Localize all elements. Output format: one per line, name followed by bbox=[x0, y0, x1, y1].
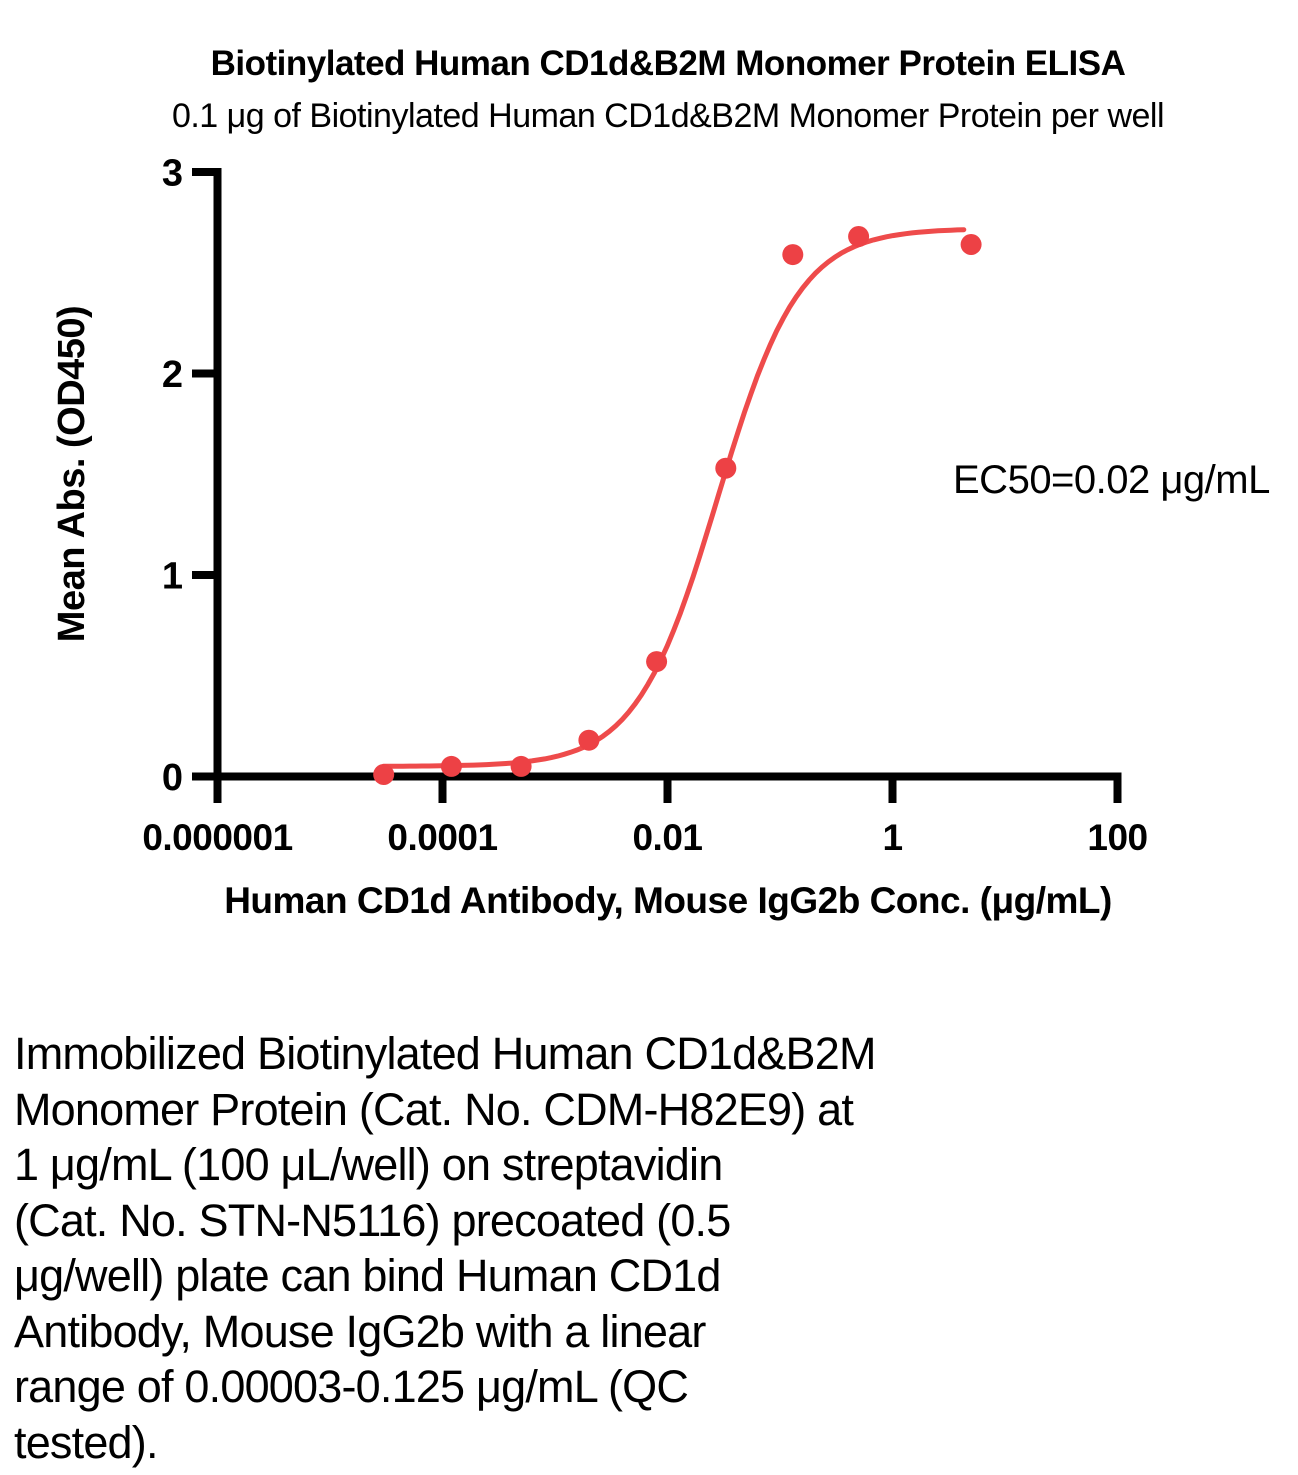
chart-subtitle: 0.1 μg of Biotinylated Human CD1d&B2M Mo… bbox=[171, 97, 1165, 135]
y-tick-label: 3 bbox=[162, 153, 183, 195]
data-point bbox=[782, 244, 804, 266]
data-point bbox=[960, 234, 982, 255]
data-point bbox=[848, 226, 870, 247]
data-point bbox=[646, 651, 668, 673]
x-tick-label: 0.000001 bbox=[142, 817, 292, 858]
y-tick-label: 0 bbox=[162, 757, 183, 799]
chart-title: Biotinylated Human CD1d&B2M Monomer Prot… bbox=[210, 44, 1126, 83]
x-tick-label: 0.0001 bbox=[387, 817, 497, 858]
x-tick-label: 0.01 bbox=[632, 817, 702, 858]
ec50-annotation: EC50=0.02 μg/mL bbox=[953, 458, 1270, 502]
x-tick-label: 1 bbox=[882, 817, 902, 858]
y-tick-label: 1 bbox=[162, 556, 183, 598]
y-axis-title: Mean Abs. (OD450) bbox=[51, 305, 93, 643]
x-tick-label: 100 bbox=[1087, 817, 1147, 858]
data-point bbox=[440, 755, 462, 777]
elisa-dose-response-plot: 0 1 2 3 0.000001 0.0001 0.01 1 100 bbox=[142, 153, 1148, 859]
x-axis-title: Human CD1d Antibody, Mouse IgG2b Conc. (… bbox=[224, 880, 1112, 921]
y-tick-label: 2 bbox=[162, 354, 183, 396]
data-point bbox=[373, 764, 395, 785]
data-point bbox=[510, 755, 532, 777]
caption-text: Immobilized Biotinylated Human CD1d&B2M … bbox=[14, 1028, 876, 1468]
data-point bbox=[578, 729, 600, 751]
fit-curve bbox=[381, 227, 967, 769]
data-point bbox=[715, 457, 737, 479]
